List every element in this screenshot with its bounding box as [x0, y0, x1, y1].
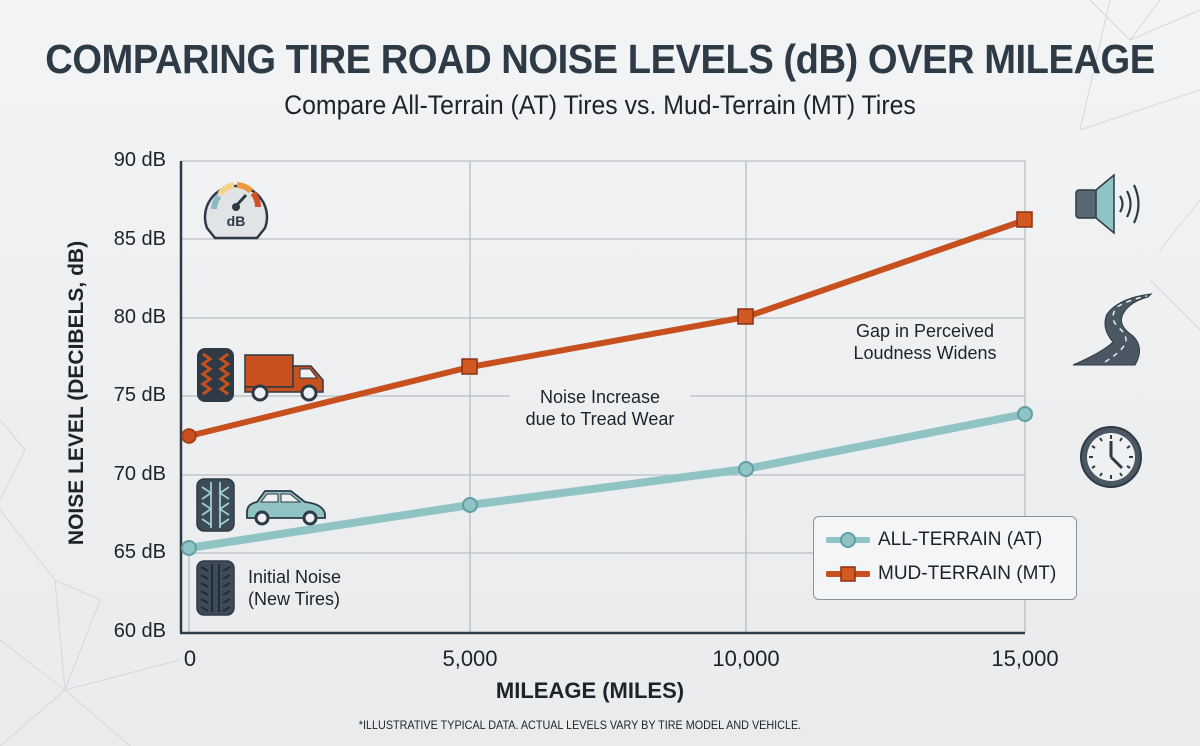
car-icon	[246, 490, 326, 526]
chart-subtitle: Compare All-Terrain (AT) Tires vs. Mud-T…	[284, 90, 916, 120]
y-tick: 90 dB	[113, 149, 166, 171]
new-tire-icon	[196, 560, 235, 616]
y-tick: 85 dB	[113, 228, 166, 250]
series-mt	[181, 211, 1033, 444]
annotation-line: Noise Increase	[539, 387, 661, 407]
legend-item-at: ALL-TERRAIN (AT)	[826, 529, 1042, 551]
y-tick: 60 dB	[113, 620, 166, 642]
gridlines	[181, 160, 1026, 632]
annotation-line: due to Tread Wear	[525, 409, 675, 429]
mt-square-marker-icon	[826, 566, 870, 582]
x-tick: 0	[183, 646, 197, 671]
annotation-initial-noise: Initial Noise (New Tires)	[248, 566, 341, 610]
annotation-line: Initial Noise	[248, 567, 342, 587]
legend-label-at: ALL-TERRAIN (AT)	[878, 529, 1043, 550]
x-tick: 5,000	[442, 646, 498, 671]
x-axis-label: MILEAGE (MILES)	[495, 678, 685, 703]
annotation-line: Loudness Widens	[853, 343, 997, 363]
annotation-gap-widens: Gap in Perceived Loudness Widens	[835, 320, 1015, 364]
clock-icon	[1080, 426, 1142, 488]
winding-road-icon	[1072, 293, 1153, 366]
legend: ALL-TERRAIN (AT) MUD-TERRAIN (MT)	[813, 516, 1077, 600]
series-at	[181, 406, 1033, 556]
y-tick: 65 dB	[113, 541, 166, 563]
footnote: *ILLUSTRATIVE TYPICAL DATA. ACTUAL LEVEL…	[358, 718, 802, 732]
legend-label-mt: MUD-TERRAIN (MT)	[878, 563, 1057, 584]
y-tick: 75 dB	[113, 384, 166, 406]
y-tick: 70 dB	[113, 463, 166, 485]
x-tick: 10,000	[712, 646, 780, 671]
all-terrain-tire-icon	[196, 478, 235, 532]
at-circle-marker-icon	[826, 532, 870, 548]
gauge-text: dB	[227, 213, 246, 229]
annotation-tread-wear: Noise Increase due to Tread Wear	[510, 386, 690, 430]
chart-title: COMPARING TIRE ROAD NOISE LEVELS (dB) OV…	[45, 36, 1155, 82]
mud-tire-icon	[197, 348, 234, 402]
y-tick: 80 dB	[113, 306, 166, 328]
annotation-line: Gap in Perceived	[855, 321, 995, 341]
speaker-icon	[1075, 173, 1140, 235]
truck-icon	[244, 354, 324, 402]
x-tick: 15,000	[991, 646, 1059, 671]
decibel-gauge-icon	[203, 182, 269, 240]
legend-item-mt: MUD-TERRAIN (MT)	[826, 563, 1056, 585]
annotation-line: (New Tires)	[248, 589, 341, 609]
